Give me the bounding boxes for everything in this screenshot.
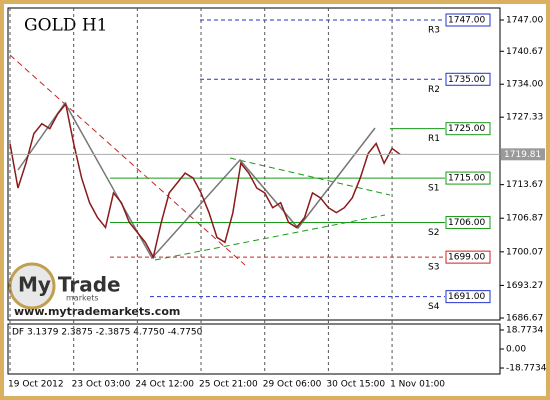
- brand: My Trade: [18, 273, 121, 297]
- trend-line: [229, 157, 391, 196]
- level-label: 1706.00: [448, 218, 485, 228]
- level-label: 1715.00: [448, 174, 485, 184]
- level-name: S1: [428, 184, 439, 194]
- x-tick-label: 24 Oct 12:00: [135, 380, 194, 390]
- level-name: R1: [428, 134, 440, 144]
- watermark: My Trade markets www.mytrademarkets.com: [8, 262, 180, 318]
- x-tick-label: 1 Nov 01:00: [390, 380, 445, 390]
- level-box: [445, 290, 491, 304]
- trend-line: [9, 54, 246, 266]
- indicator-label: DF 3.1379 2.3875 -2.3875 4.7750 -4.7750: [12, 328, 203, 338]
- y-tick-label: 1734.00: [506, 80, 543, 90]
- y-tick-label: 1693.27: [506, 281, 543, 291]
- x-tick-label: 30 Oct 15:00: [326, 380, 385, 390]
- price-line: [9, 102, 401, 260]
- y-tick-label: 0.00: [506, 345, 526, 355]
- x-tick-label: 29 Oct 06:00: [263, 380, 322, 390]
- level-name: R2: [428, 85, 440, 95]
- level-name: S4: [428, 302, 440, 312]
- level-label: 1699.00: [448, 253, 485, 263]
- x-tick-label: 23 Oct 03:00: [72, 380, 131, 390]
- level-label: 1735.00: [448, 75, 485, 85]
- level-name: R3: [428, 26, 440, 36]
- y-tick-label: 1713.67: [506, 180, 543, 190]
- level-box: [445, 72, 491, 86]
- level-label: 1747.00: [448, 16, 485, 26]
- level-box: [445, 216, 491, 230]
- level-label: 1691.00: [448, 292, 485, 302]
- plot-border: [7, 7, 501, 321]
- y-tick-label: -18.7734: [506, 364, 547, 374]
- level-box: [445, 13, 491, 27]
- x-tick-label: 25 Oct 21:00: [199, 380, 258, 390]
- level-name: S2: [428, 228, 439, 238]
- level-name: S3: [428, 263, 439, 273]
- level-box: [445, 250, 491, 264]
- url: www.mytrademarkets.com: [14, 305, 180, 318]
- current-price-label: 1719.81: [504, 150, 541, 160]
- y-tick-label: 1727.33: [506, 113, 543, 123]
- level-label: 1725.00: [448, 124, 485, 134]
- y-tick-label: 1740.67: [506, 47, 543, 57]
- brand-sub: markets: [66, 294, 99, 303]
- x-tick-label: 19 Oct 2012: [8, 380, 64, 390]
- current-price-box: [501, 148, 545, 161]
- y-tick-label: 1706.87: [506, 214, 543, 224]
- y-tick-label: 18.7734: [506, 325, 543, 335]
- y-tick-label: 1747.00: [506, 16, 543, 26]
- chart-title: GOLD H1: [24, 16, 107, 36]
- level-box: [445, 171, 491, 185]
- y-tick-label: 1686.67: [506, 314, 543, 324]
- y-tick-label: 1700.07: [506, 247, 543, 257]
- level-box: [445, 122, 491, 136]
